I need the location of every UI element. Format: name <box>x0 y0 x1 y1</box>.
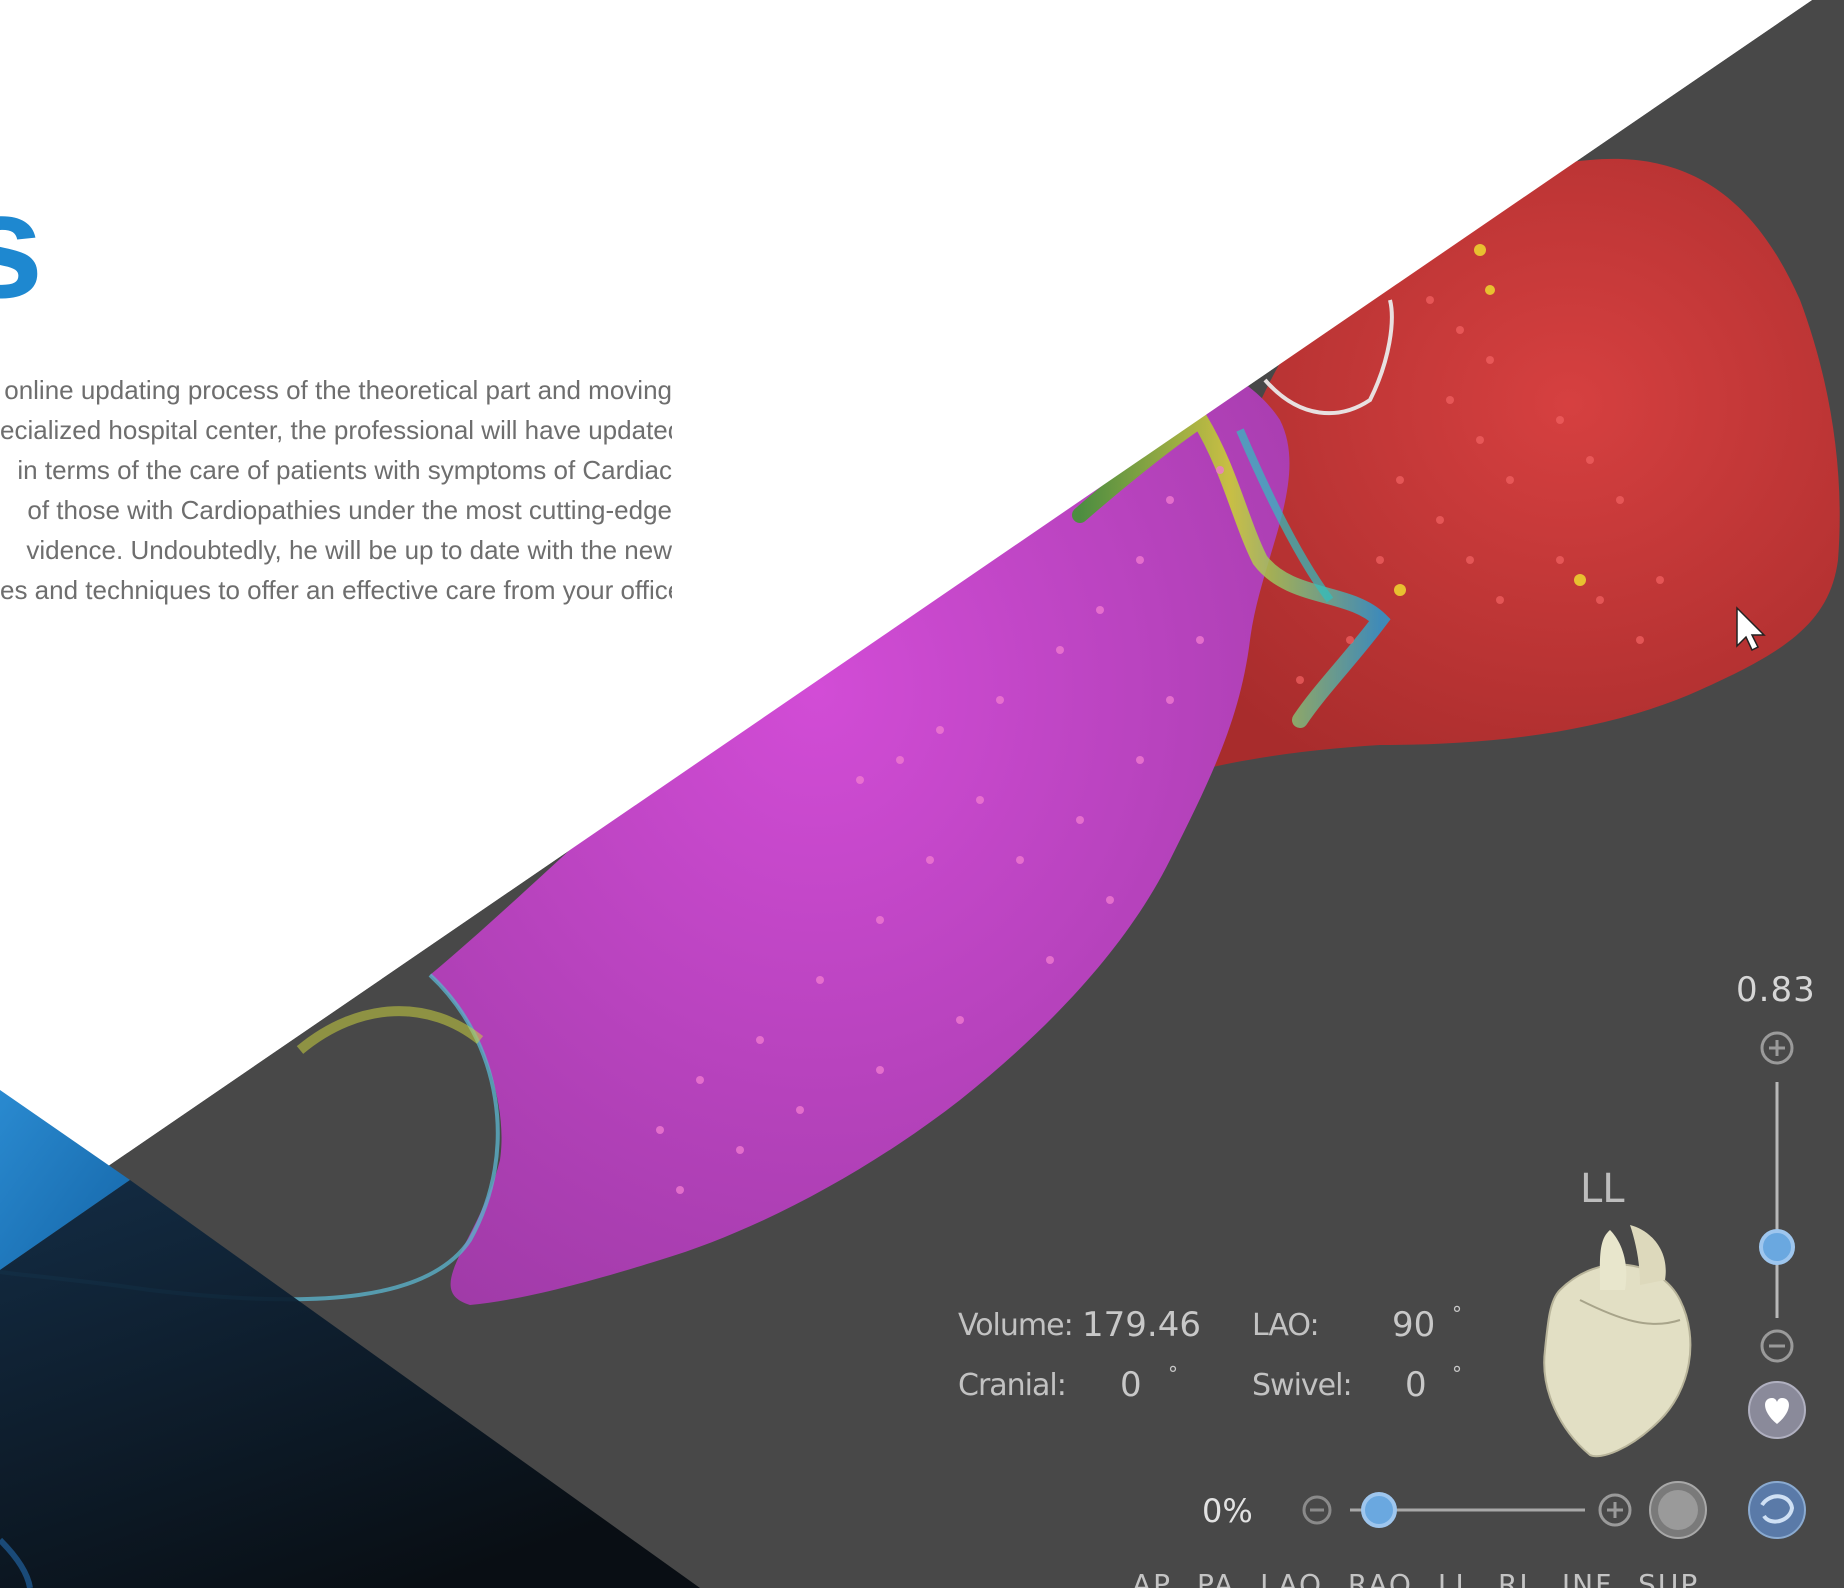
zoom-out-icon[interactable] <box>1760 1329 1794 1363</box>
cranial-unit: ° <box>1168 1362 1178 1386</box>
intro-line: es and techniques to offer an effective … <box>0 575 672 605</box>
mapping-points-red <box>1296 296 1664 684</box>
zoom-in-icon[interactable] <box>1760 1031 1794 1065</box>
view-buttons[interactable]: AP PA LAO RAO LL RL INF SUP <box>1132 1568 1700 1588</box>
mapping-points-yellow <box>1394 244 1586 596</box>
volume-value: 179.46 <box>1082 1305 1201 1345</box>
zoom-thumb[interactable] <box>1759 1229 1795 1265</box>
purple-surface <box>430 359 1290 1305</box>
opacity-slider[interactable] <box>1302 1492 1632 1528</box>
intro-line: online updating process of the theoretic… <box>4 375 672 405</box>
cranial-value: 0 <box>1120 1365 1142 1405</box>
cursor-icon <box>1736 606 1766 652</box>
intro-line: of those with Cardiopathies under the mo… <box>27 495 672 525</box>
lao-label: LAO: <box>1252 1308 1320 1343</box>
opacity-plus-icon[interactable] <box>1598 1493 1632 1527</box>
swivel-value: 0 <box>1405 1365 1427 1405</box>
swivel-label: Swivel: <box>1252 1368 1353 1403</box>
surface-mode-button[interactable] <box>1748 1481 1806 1539</box>
intro-paragraph: online updating process of the theoretic… <box>0 370 672 610</box>
opacity-value: 0% <box>1202 1492 1253 1530</box>
swivel-unit: ° <box>1452 1362 1462 1386</box>
heart-orientation-model <box>1543 1225 1692 1458</box>
cranial-label: Cranial: <box>958 1368 1067 1403</box>
activation-boundary <box>1072 408 1391 728</box>
surface-icon <box>1760 1494 1795 1524</box>
blue-accent-triangle <box>0 1090 130 1270</box>
lao-unit: ° <box>1452 1302 1462 1326</box>
zoom-value: 0.83 <box>1736 970 1816 1010</box>
heart-icon <box>1765 1398 1789 1424</box>
opacity-minus-icon[interactable] <box>1302 1495 1332 1525</box>
dark-accent-triangle <box>0 1180 700 1588</box>
render-mode-button[interactable] <box>1649 1481 1707 1539</box>
lao-value: 90 <box>1392 1305 1436 1345</box>
opacity-thumb[interactable] <box>1361 1492 1397 1528</box>
intro-line: ecialized hospital center, the professio… <box>0 415 672 445</box>
orientation-label: LL <box>1580 1166 1625 1212</box>
zoom-slider[interactable] <box>1759 1031 1795 1363</box>
intro-line: vidence. Undoubtedly, he will be up to d… <box>26 535 672 565</box>
heart-view-button[interactable] <box>1748 1381 1806 1439</box>
page-heading: s <box>0 161 44 329</box>
mapping-points-purple <box>656 466 1224 1194</box>
volume-label: Volume: <box>958 1308 1074 1343</box>
intro-line: in terms of the care of patients with sy… <box>17 455 672 485</box>
